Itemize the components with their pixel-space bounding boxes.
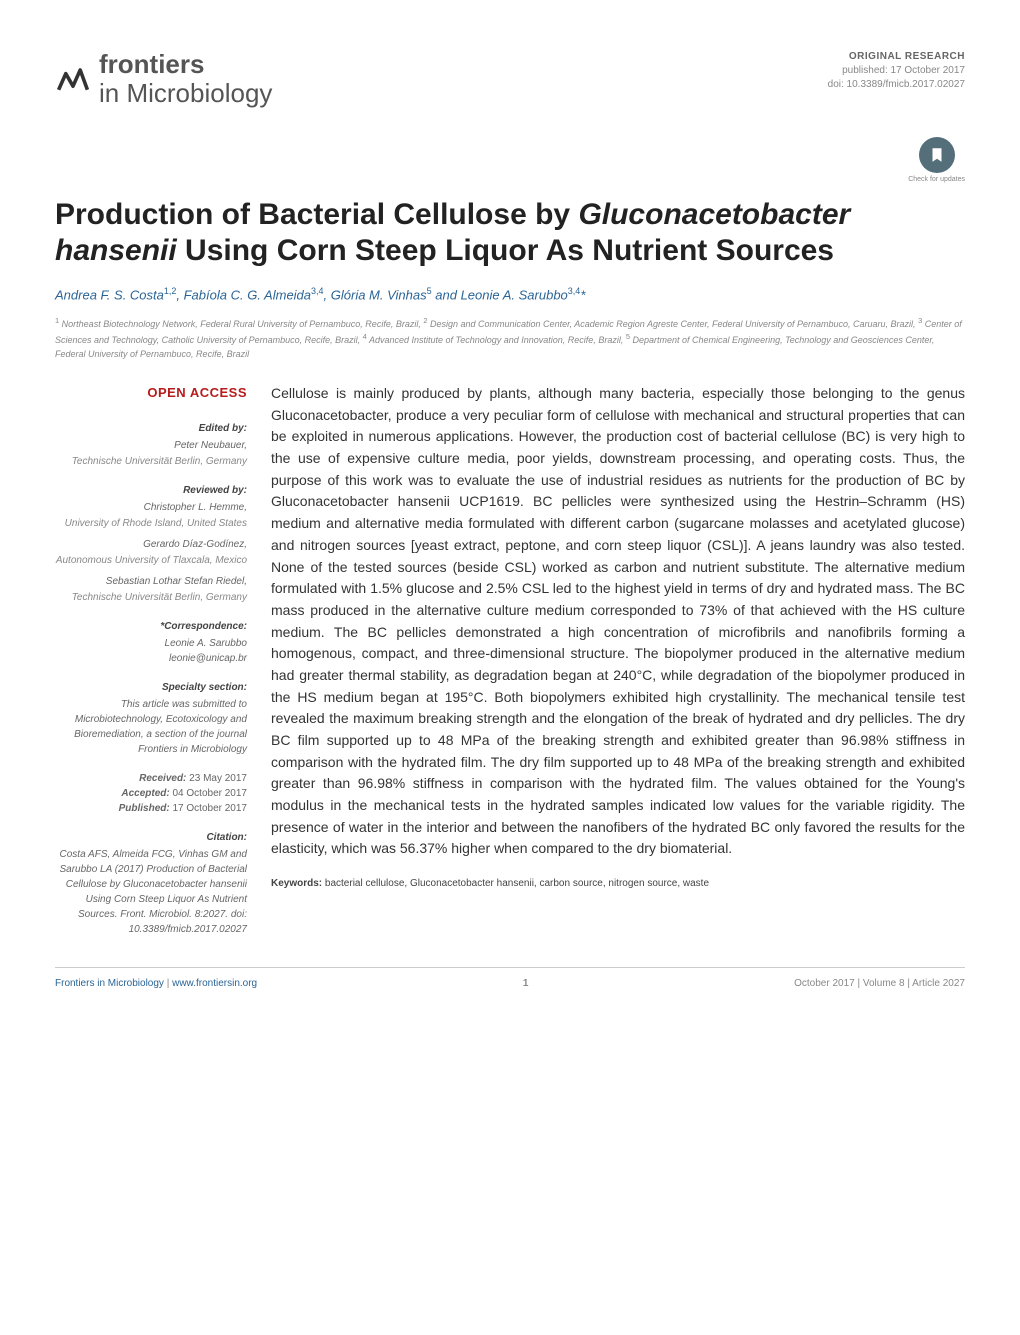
correspondence-name: Leonie A. Sarubbo: [55, 636, 247, 651]
main-column: Cellulose is mainly produced by plants, …: [271, 383, 965, 937]
reviewer-block: Christopher L. Hemme, University of Rhod…: [55, 500, 247, 531]
citation-label: Citation:: [55, 830, 247, 845]
published-date-sidebar: 17 October 2017: [170, 803, 247, 814]
citation-block: Citation: Costa AFS, Almeida FCG, Vinhas…: [55, 830, 247, 937]
journal-name-top: frontiers: [99, 49, 204, 79]
two-column-layout: OPEN ACCESS Edited by: Peter Neubauer, T…: [55, 383, 965, 937]
article-meta: ORIGINAL RESEARCH published: 17 October …: [828, 50, 965, 92]
keywords-label: Keywords:: [271, 878, 322, 889]
reviewer-name: Sebastian Lothar Stefan Riedel,: [55, 574, 247, 589]
received-date: 23 May 2017: [186, 773, 247, 784]
published-label: Published:: [119, 803, 170, 814]
page-footer: Frontiers in Microbiology | www.frontier…: [55, 967, 965, 991]
authors-line: Andrea F. S. Costa1,2, Fabíola C. G. Alm…: [55, 285, 965, 305]
sidebar: OPEN ACCESS Edited by: Peter Neubauer, T…: [55, 383, 247, 937]
logo-icon: [55, 61, 91, 97]
reviewer-name: Christopher L. Hemme,: [55, 500, 247, 515]
reviewer-institution: University of Rhode Island, United State…: [55, 516, 247, 531]
reviewer-block: Sebastian Lothar Stefan Riedel, Technisc…: [55, 574, 247, 605]
reviewer-name: Gerardo Díaz-Godínez,: [55, 537, 247, 552]
footer-url-link[interactable]: www.frontiersin.org: [172, 978, 257, 989]
edited-by-label: Edited by:: [55, 421, 247, 436]
check-updates-badge[interactable]: [919, 137, 955, 173]
correspondence-block: *Correspondence: Leonie A. Sarubbo leoni…: [55, 619, 247, 666]
affiliations: 1 Northeast Biotechnology Network, Feder…: [55, 315, 965, 362]
check-updates-block: Check for updates: [55, 137, 965, 187]
keywords-text: bacterial cellulose, Gluconacetobacter h…: [322, 878, 709, 889]
journal-name-sub: in Microbiology: [99, 79, 272, 108]
footer-sep: |: [164, 978, 172, 989]
open-access-label: OPEN ACCESS: [55, 383, 247, 403]
citation-text: Costa AFS, Almeida FCG, Vinhas GM and Sa…: [55, 847, 247, 937]
page-container: frontiers in Microbiology ORIGINAL RESEA…: [0, 0, 1020, 1021]
bookmark-icon: [928, 146, 946, 164]
accepted-label: Accepted:: [121, 788, 169, 799]
reviewed-by-label: Reviewed by:: [55, 483, 247, 498]
editor-institution: Technische Universität Berlin, Germany: [55, 454, 247, 469]
reviewer-block: Gerardo Díaz-Godínez, Autonomous Univers…: [55, 537, 247, 568]
footer-left: Frontiers in Microbiology | www.frontier…: [55, 976, 257, 991]
title-part2: Using Corn Steep Liquor As Nutrient Sour…: [177, 234, 834, 267]
received-label: Received:: [139, 773, 186, 784]
published-date: published: 17 October 2017: [828, 64, 965, 78]
specialty-label: Specialty section:: [55, 680, 247, 695]
article-type: ORIGINAL RESEARCH: [828, 50, 965, 64]
footer-right: October 2017 | Volume 8 | Article 2027: [794, 976, 965, 991]
editor-name: Peter Neubauer,: [55, 438, 247, 453]
abstract-text: Cellulose is mainly produced by plants, …: [271, 383, 965, 860]
page-header: frontiers in Microbiology ORIGINAL RESEA…: [55, 50, 965, 107]
reviewer-institution: Autonomous University of Tlaxcala, Mexic…: [55, 553, 247, 568]
footer-page-number: 1: [523, 976, 529, 991]
correspondence-email: leonie@unicap.br: [55, 651, 247, 666]
journal-logo: frontiers in Microbiology: [55, 50, 272, 107]
keywords-line: Keywords: bacterial cellulose, Gluconace…: [271, 876, 965, 891]
article-title: Production of Bacterial Cellulose by Glu…: [55, 197, 965, 269]
title-part1: Production of Bacterial Cellulose by: [55, 198, 578, 231]
check-updates-label: Check for updates: [908, 175, 965, 186]
doi-link[interactable]: doi: 10.3389/fmicb.2017.02027: [828, 79, 965, 90]
reviewer-institution: Technische Universität Berlin, Germany: [55, 590, 247, 605]
dates-block: Received: 23 May 2017 Accepted: 04 Octob…: [55, 771, 247, 816]
specialty-block: Specialty section: This article was subm…: [55, 680, 247, 757]
correspondence-label: *Correspondence:: [55, 619, 247, 634]
specialty-text: This article was submitted to Microbiote…: [55, 697, 247, 757]
journal-name-block: frontiers in Microbiology: [99, 50, 272, 107]
accepted-date: 04 October 2017: [170, 788, 247, 799]
footer-journal-link[interactable]: Frontiers in Microbiology: [55, 978, 164, 989]
